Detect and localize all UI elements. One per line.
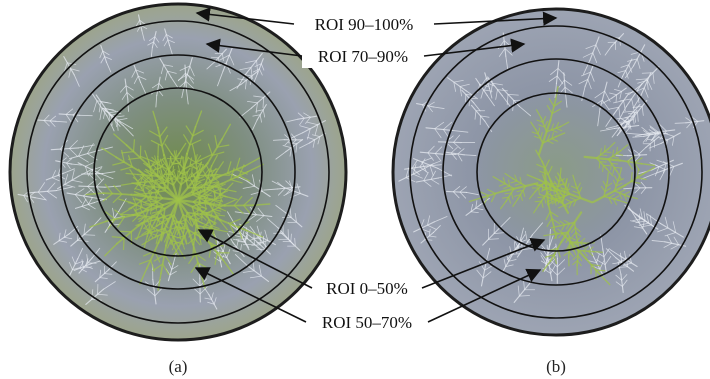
- dish-b-ring-90: [409, 25, 703, 319]
- arrow-roi-50-70-right: [427, 268, 542, 323]
- arrow-roi-90-100-right: [433, 11, 558, 26]
- dish-b-rim: [391, 7, 710, 337]
- dish-a-ring-70: [60, 54, 296, 290]
- arrow-roi-0-50-left: [197, 229, 313, 289]
- arrow-roi-90-100-left: [195, 7, 295, 25]
- arrow-roi-50-70-left: [194, 267, 307, 323]
- dish-b-background: [393, 9, 710, 335]
- dish-b-crystal-texture: [398, 32, 705, 303]
- dish-b-ring-70: [442, 58, 670, 286]
- label-roi-50-70: ROI 50–70%: [322, 313, 412, 332]
- arrow-roi-70-90-right: [423, 38, 526, 57]
- dish-b: [391, 7, 710, 337]
- dish-a-ring-50: [93, 87, 263, 257]
- label-roi-90-100: ROI 90–100%: [315, 15, 414, 34]
- label-bg-roi-90-100: [294, 12, 434, 36]
- arrows: [194, 7, 558, 323]
- arrow-roi-0-50-right: [421, 238, 546, 289]
- dish-a-rim: [8, 2, 348, 342]
- label-roi-70-90: ROI 70–90%: [318, 47, 408, 66]
- label-bg-roi-0-50: [312, 276, 422, 300]
- dish-b-ring-50: [476, 92, 636, 252]
- label-bg-roi-70-90: [302, 44, 424, 68]
- label-roi-0-50: ROI 0–50%: [326, 279, 408, 298]
- panel-label-a: (a): [169, 357, 188, 376]
- panel-label-b: (b): [546, 357, 566, 376]
- dish-a-ring-90: [26, 20, 330, 324]
- dish-a: [8, 2, 348, 342]
- arrow-roi-70-90-left: [205, 38, 303, 57]
- dish-a-crystal-texture: [17, 14, 326, 310]
